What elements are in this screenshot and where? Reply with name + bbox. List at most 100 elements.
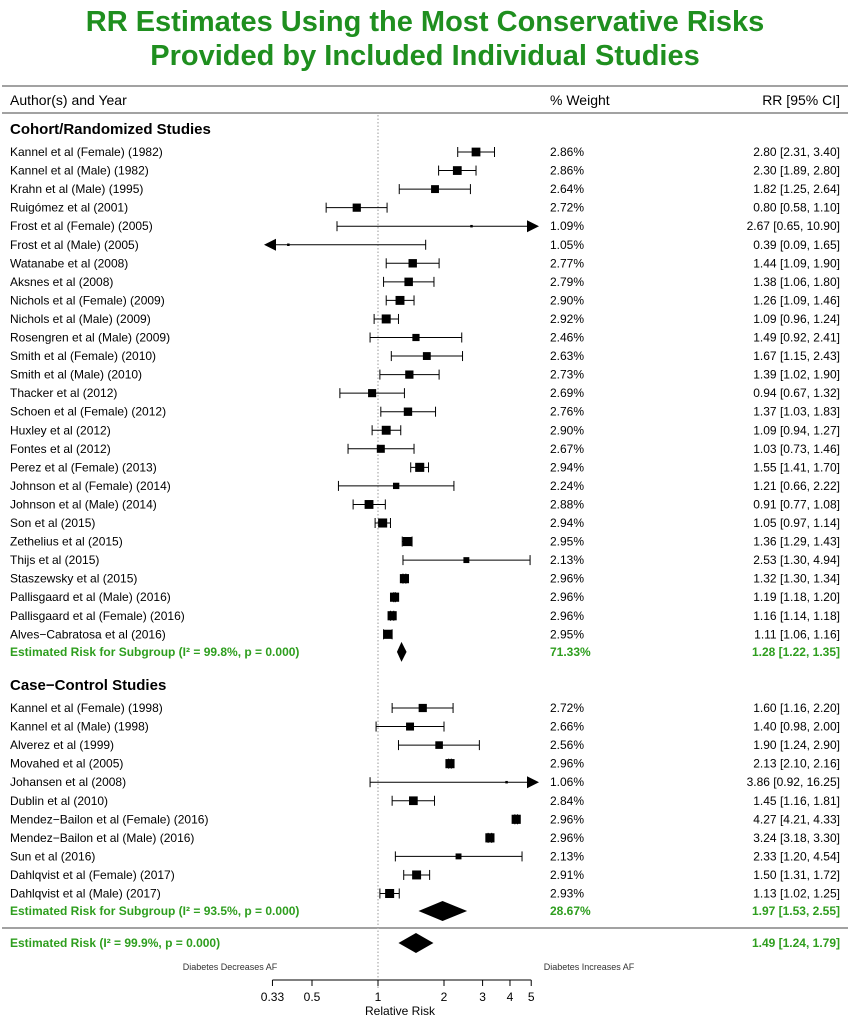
study-weight: 2.77% <box>550 256 584 270</box>
point-estimate <box>463 557 470 564</box>
ci-arrow-low <box>264 238 276 251</box>
study-rr: 2.80 [2.31, 3.40] <box>753 145 840 159</box>
study-weight: 2.79% <box>550 275 584 289</box>
study-weight: 2.86% <box>550 164 584 178</box>
point-estimate <box>412 333 420 342</box>
study-label: Mendez−Bailon et al (Female) (2016) <box>10 812 208 826</box>
study-weight: 2.69% <box>550 386 584 400</box>
header-weight: % Weight <box>550 92 610 108</box>
study-label: Fontes et al (2012) <box>10 442 111 456</box>
study-weight: 2.72% <box>550 701 584 715</box>
study-weight: 2.96% <box>550 757 584 771</box>
study-weight: 2.46% <box>550 331 584 345</box>
study-rr: 1.11 [1.06, 1.16] <box>754 627 840 641</box>
study-label: Alves−Cabratosa et al (2016) <box>10 627 166 641</box>
study-label: Smith et al (Female) (2010) <box>10 349 156 363</box>
point-estimate <box>385 888 395 899</box>
study-label: Kannel et al (Male) (1982) <box>10 164 149 178</box>
point-estimate <box>352 203 361 212</box>
study-rr: 4.27 [4.21, 4.33] <box>753 812 840 826</box>
study-weight: 2.94% <box>550 516 584 530</box>
point-estimate <box>505 780 508 784</box>
study-rr: 0.94 [0.67, 1.32] <box>753 386 840 400</box>
study-rr: 3.86 [0.92, 16.25] <box>747 775 840 789</box>
study-weight: 2.86% <box>550 145 584 159</box>
point-estimate <box>422 352 431 360</box>
study-rr: 1.44 [1.09, 1.90] <box>753 256 840 270</box>
point-estimate <box>392 482 400 490</box>
study-rr: 1.16 [1.14, 1.18] <box>753 609 840 623</box>
summary-weight: 28.67% <box>550 904 591 918</box>
study-weight: 2.13% <box>550 553 584 567</box>
study-rr: 2.33 [1.20, 4.54] <box>753 849 840 863</box>
study-rr: 1.67 [1.15, 2.43] <box>753 349 840 363</box>
point-estimate <box>408 259 417 268</box>
x-axis-ticks: 0.33 0.5 1 2 3 4 5 <box>261 980 535 1004</box>
study-weight: 2.72% <box>550 201 584 215</box>
study-weight: 2.84% <box>550 794 584 808</box>
study-weight: 2.64% <box>550 182 584 196</box>
study-label: Schoen et al (Female) (2012) <box>10 405 166 419</box>
study-label: Kannel et al (Female) (1998) <box>10 701 163 715</box>
x-axis: 0.33 0.5 1 2 3 4 5 Diabetes Decreases AF Diabe… <box>183 962 635 1018</box>
study-weight: 2.76% <box>550 405 584 419</box>
study-label: Staszewsky et al (2015) <box>10 572 137 586</box>
point-estimate <box>404 277 413 287</box>
study-rr: 1.13 [1.02, 1.25] <box>753 887 840 901</box>
point-estimate <box>376 444 385 453</box>
study-weight: 2.24% <box>550 479 584 493</box>
summary-diamond <box>398 933 434 953</box>
study-rr: 1.03 [0.73, 1.46] <box>753 442 840 456</box>
study-label: Kannel et al (Male) (1998) <box>10 720 149 734</box>
study-weight: 2.96% <box>550 572 584 586</box>
study-label: Johansen et al (2008) <box>10 775 126 789</box>
point-estimate <box>368 389 377 398</box>
study-rr: 1.05 [0.97, 1.14] <box>753 516 840 530</box>
study-rr: 1.39 [1.02, 1.90] <box>753 368 840 382</box>
study-weight: 2.95% <box>550 627 584 641</box>
point-estimate <box>471 147 481 157</box>
study-weight: 1.05% <box>550 238 584 252</box>
study-rr: 0.91 [0.77, 1.08] <box>753 497 840 511</box>
ci-arrow-high <box>527 220 539 233</box>
x-tick-label: 0.5 <box>304 990 321 1004</box>
study-rr: 0.80 [0.58, 1.10] <box>753 201 840 215</box>
study-label: Alverez et al (1999) <box>10 738 114 752</box>
point-estimate <box>403 407 413 416</box>
point-estimate <box>511 814 521 824</box>
study-rr: 1.37 [1.03, 1.83] <box>753 405 840 419</box>
study-rr: 3.24 [3.18, 3.30] <box>753 831 840 845</box>
point-estimate <box>445 759 455 769</box>
study-label: Aksnes et al (2008) <box>10 275 113 289</box>
point-estimate <box>455 853 462 860</box>
study-label: Johnson et al (Male) (2014) <box>10 497 157 511</box>
study-rr: 1.45 [1.16, 1.81] <box>753 794 840 808</box>
study-label: Krahn et al (Male) (1995) <box>10 182 143 196</box>
study-label: Movahed et al (2005) <box>10 757 123 771</box>
summary-diamond <box>396 641 407 662</box>
study-rr: 1.36 [1.29, 1.43] <box>753 535 840 549</box>
study-weight: 2.56% <box>550 738 584 752</box>
point-estimate <box>364 500 374 509</box>
study-weight: 2.94% <box>550 460 584 474</box>
study-weight: 2.96% <box>550 831 584 845</box>
study-label: Nichols et al (Male) (2009) <box>10 312 151 326</box>
study-rr: 1.82 [1.25, 2.64] <box>753 182 840 196</box>
study-label: Frost et al (Female) (2005) <box>10 219 153 233</box>
axis-right-note: Diabetes Increases AF <box>544 962 635 972</box>
study-weight: 2.13% <box>550 849 584 863</box>
point-estimate <box>387 611 397 621</box>
study-label: Johnson et al (Female) (2014) <box>10 479 171 493</box>
study-weight: 1.09% <box>550 219 584 233</box>
study-label: Kannel et al (Female) (1982) <box>10 145 163 159</box>
study-rr: 1.90 [1.24, 2.90] <box>753 738 840 752</box>
study-rr: 2.30 [1.89, 2.80] <box>753 164 840 178</box>
study-label: Mendez−Bailon et al (Male) (2016) <box>10 831 194 845</box>
study-rr: 0.39 [0.09, 1.65] <box>753 238 840 252</box>
summary-weight: 71.33% <box>550 645 591 659</box>
study-label: Frost et al (Male) (2005) <box>10 238 139 252</box>
x-axis-title: Relative Risk <box>365 1004 436 1018</box>
forest-rows: Cohort/Randomized Studies Kannel et al (F… <box>10 121 840 953</box>
point-estimate <box>381 314 391 324</box>
study-rr: 2.13 [2.10, 2.16] <box>753 757 840 771</box>
